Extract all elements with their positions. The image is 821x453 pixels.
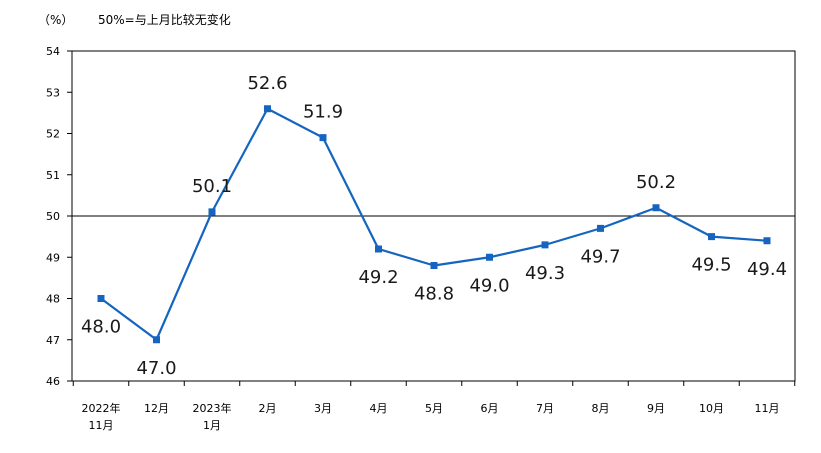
- x-tick-label: 12月: [144, 402, 169, 415]
- y-tick-label: 49: [46, 251, 60, 264]
- data-point-marker: [97, 295, 105, 302]
- data-labels: 48.0 47.0 50.1 52.6 51.9 49.2 48.8 49.0 49.3 49.7…: [81, 73, 787, 379]
- x-tick-label: 3月: [314, 402, 332, 415]
- x-tick-label: 5月: [425, 402, 443, 415]
- data-label: 49.5: [691, 255, 731, 276]
- y-tick-label: 50: [46, 210, 60, 223]
- y-tick-label: 48: [46, 293, 60, 306]
- x-tick-label: 6月: [481, 402, 499, 415]
- x-tick-label: 11月: [89, 419, 114, 432]
- data-point-marker: [708, 233, 715, 241]
- y-tick-label: 53: [46, 86, 60, 99]
- data-point-marker: [319, 134, 327, 142]
- x-tick-label: 4月: [370, 402, 388, 415]
- data-label: 50.2: [636, 172, 676, 193]
- data-label: 49.2: [358, 267, 398, 288]
- y-tick-label: 47: [46, 334, 60, 347]
- x-tick-label: 1月: [203, 419, 221, 432]
- data-point-marker: [597, 224, 604, 232]
- data-label: 48.0: [81, 317, 121, 338]
- x-tick-label: 2023年: [193, 401, 232, 415]
- y-tick-label: 52: [46, 128, 60, 141]
- x-tick-label: 2022年: [82, 401, 121, 415]
- x-tick-label: 2月: [259, 402, 277, 415]
- data-point-marker: [652, 204, 660, 212]
- data-point-marker: [486, 253, 493, 261]
- unit-label: （%）: [38, 13, 73, 27]
- x-tick-label: 7月: [536, 402, 554, 415]
- data-label: 50.1: [192, 176, 232, 197]
- x-tick-label: 10月: [699, 402, 724, 415]
- data-point-marker: [541, 241, 549, 249]
- data-label: 51.9: [303, 102, 343, 123]
- data-point-marker: [763, 237, 771, 245]
- data-label: 49.7: [580, 246, 620, 267]
- data-label: 52.6: [247, 73, 287, 94]
- x-tick-label: 8月: [592, 402, 610, 415]
- data-point-marker: [430, 262, 438, 269]
- data-label: 47.0: [136, 358, 176, 379]
- y-tick-label: 51: [46, 169, 60, 182]
- x-axis: 2022年 11月 12月 2023年 1月 2月 3月 4月 5月 6月 7月 8月 9月 10月 11月: [72, 381, 796, 432]
- data-point-marker: [375, 245, 382, 253]
- data-point-marker: [208, 208, 216, 216]
- data-point-marker: [264, 105, 271, 113]
- x-tick-label: 11月: [755, 402, 780, 415]
- data-label: 49.0: [469, 275, 509, 296]
- y-tick-label: 46: [46, 375, 60, 388]
- y-axis: 46 47 48 49 50 51 52 53 54: [46, 45, 72, 388]
- data-label: 49.3: [525, 263, 565, 284]
- x-tick-label: 9月: [647, 402, 665, 415]
- reference-note: 50%=与上月比较无变化: [98, 12, 231, 27]
- series-group: [97, 105, 771, 344]
- data-label: 49.4: [747, 259, 787, 280]
- y-tick-label: 54: [46, 45, 60, 58]
- data-label: 48.8: [414, 284, 454, 305]
- data-point-marker: [153, 336, 160, 344]
